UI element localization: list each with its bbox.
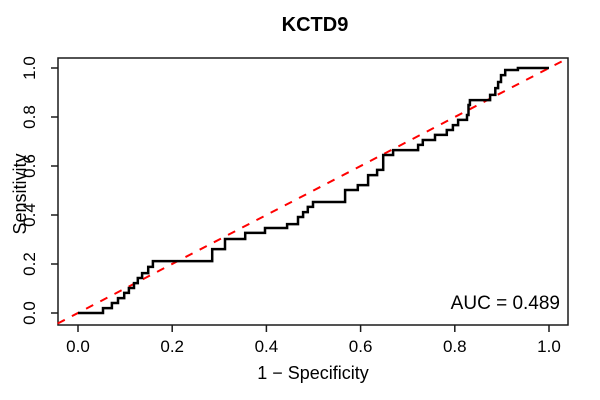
y-axis-tick-label: 0.4 — [20, 203, 39, 227]
plot-border-box — [57, 57, 569, 326]
y-axis-tick-label: 0.8 — [20, 105, 39, 129]
x-axis-tick-label: 0.0 — [66, 337, 90, 356]
x-axis-tick-label: 0.6 — [349, 337, 373, 356]
axis-ticks: 0.0 0.2 0.4 0.6 0.8 1.0 0.0 0.2 0.4 0.6 0.8 1.0 — [20, 56, 561, 356]
y-axis-tick-label: 0.0 — [20, 301, 39, 325]
x-axis-tick-label: 1.0 — [537, 337, 561, 356]
y-axis-tick-label: 1.0 — [20, 56, 39, 80]
y-axis-tick-label: 0.6 — [20, 154, 39, 178]
x-axis-tick-label: 0.2 — [160, 337, 184, 356]
plot-title: KCTD9 — [282, 14, 349, 36]
x-axis-tick-label: 0.4 — [255, 337, 279, 356]
auc-annotation: AUC = 0.489 — [451, 293, 560, 314]
roc-curve-line — [78, 66, 549, 315]
y-axis-tick-label: 0.2 — [20, 252, 39, 276]
y-axis-label: Sensitivity — [10, 153, 30, 234]
x-axis-tick-label: 0.8 — [443, 337, 467, 356]
x-axis-label: 1 − Specificity — [257, 363, 369, 383]
